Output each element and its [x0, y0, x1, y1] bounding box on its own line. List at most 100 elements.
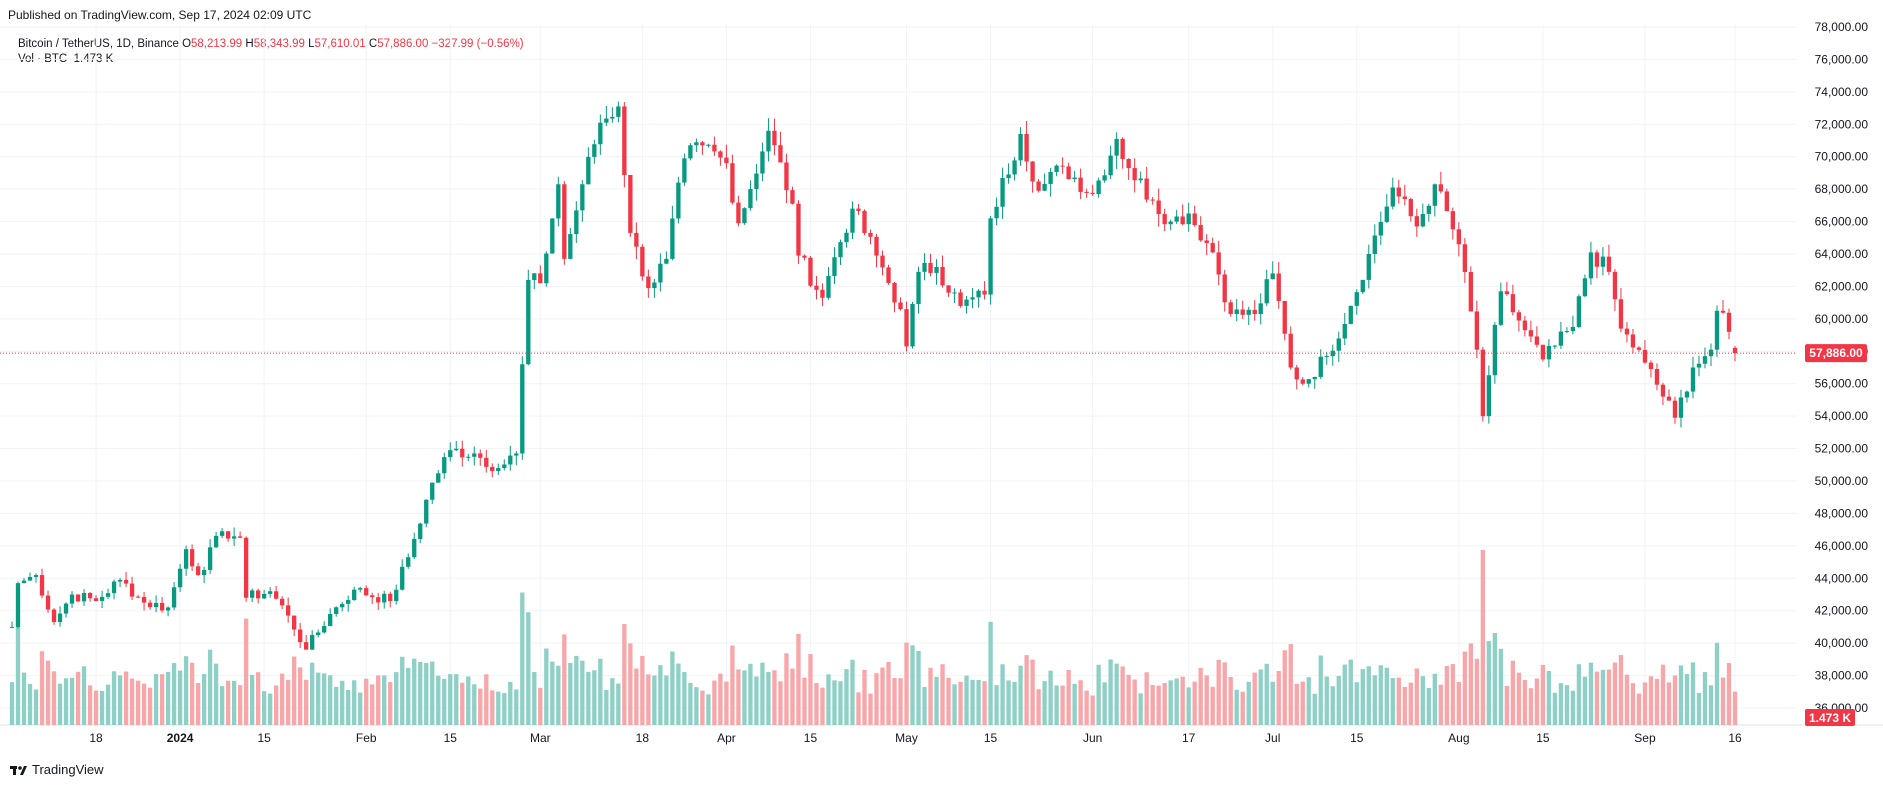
- candle: [1528, 330, 1534, 337]
- volume-bar: [340, 680, 345, 725]
- volume-bar: [1522, 679, 1528, 725]
- volume-bar: [1696, 692, 1702, 725]
- candle: [868, 232, 873, 237]
- volume-bar: [826, 674, 831, 725]
- candle: [1138, 178, 1143, 181]
- candle: [526, 279, 531, 365]
- volume-bar: [1594, 671, 1600, 725]
- candle: [99, 596, 105, 601]
- symbol-label[interactable]: Bitcoin / TetherUS, 1D, Binance: [18, 38, 179, 50]
- candle: [111, 581, 117, 594]
- candle: [1660, 384, 1666, 397]
- volume-bar: [376, 675, 381, 725]
- candle: [1696, 363, 1702, 368]
- price-tick-label: 68,000.00: [1815, 182, 1869, 196]
- volume-bar: [634, 668, 639, 725]
- volume-bar: [1282, 650, 1287, 725]
- candle: [520, 364, 525, 454]
- volume-bar: [610, 678, 615, 725]
- volume-bar: [1246, 681, 1251, 725]
- volume-bar: [898, 678, 903, 725]
- candle: [682, 158, 687, 183]
- candle: [1336, 338, 1341, 351]
- last-volume-label: 1.473 K: [1805, 709, 1855, 726]
- candle: [1078, 177, 1083, 192]
- volume-bar: [514, 689, 519, 725]
- candle: [1102, 175, 1107, 181]
- volume-bar: [370, 684, 375, 725]
- volume-bar: [1678, 665, 1684, 725]
- candle: [364, 588, 369, 596]
- candle: [1234, 309, 1239, 314]
- volume-bar: [862, 669, 867, 725]
- volume-bar: [682, 671, 687, 725]
- price-tick-label: 40,000.00: [1815, 636, 1869, 650]
- volume-bar: [45, 660, 51, 725]
- volume-bar: [1012, 681, 1017, 725]
- candle: [33, 575, 39, 577]
- candle: [550, 218, 555, 254]
- candle: [21, 580, 27, 584]
- candle: [1588, 252, 1594, 279]
- volume-bar: [1510, 660, 1516, 725]
- volume-bar: [382, 675, 387, 725]
- candle: [129, 583, 135, 597]
- volume-bar: [1708, 685, 1714, 725]
- candle: [135, 596, 141, 598]
- candle: [93, 598, 99, 601]
- volume-bar: [81, 666, 87, 725]
- candle: [1276, 273, 1281, 301]
- candle: [1024, 134, 1029, 162]
- volume-bar: [472, 684, 477, 725]
- candle: [231, 536, 237, 539]
- candle: [316, 632, 321, 636]
- volume-bar: [9, 682, 15, 725]
- volume-bar: [1384, 667, 1389, 725]
- tradingview-footer[interactable]: TradingView: [10, 762, 104, 777]
- open-value: 58,213.99: [191, 38, 243, 50]
- candle: [604, 118, 609, 123]
- volume-bar: [922, 686, 927, 725]
- volume-bar: [448, 674, 453, 725]
- candle: [1366, 254, 1371, 280]
- volume-bar: [1468, 643, 1474, 725]
- candle: [1618, 299, 1624, 329]
- candle: [207, 547, 213, 570]
- time-tick-label: 18: [636, 731, 650, 745]
- candle: [808, 257, 813, 286]
- price-tick-label: 74,000.00: [1815, 85, 1869, 99]
- volume-bar: [1618, 654, 1624, 725]
- volume-bar: [970, 679, 975, 725]
- volume-bar: [400, 656, 405, 725]
- candle: [952, 292, 957, 294]
- candle: [892, 282, 897, 303]
- price-tick-label: 72,000.00: [1815, 117, 1869, 131]
- volume-bar: [550, 661, 555, 725]
- volume-bar: [1342, 664, 1347, 725]
- volume-bar: [1390, 677, 1395, 725]
- volume-bar: [976, 679, 981, 725]
- candle: [580, 184, 585, 211]
- volume-bar: [1330, 686, 1335, 725]
- candle: [189, 549, 195, 567]
- volume-bar: [478, 688, 483, 725]
- price-axis: 36,000.0038,000.0040,000.0042,000.0044,0…: [1815, 20, 1869, 715]
- candle: [430, 482, 435, 500]
- candle: [1714, 310, 1720, 350]
- volume-bar: [1636, 693, 1642, 725]
- volume-bar: [562, 634, 567, 725]
- volume-bar: [63, 678, 69, 725]
- volume-bar: [748, 663, 753, 725]
- candle: [225, 531, 231, 539]
- volume-bar: [1210, 686, 1215, 725]
- volume-bar: [1174, 678, 1179, 725]
- volume-bar: [814, 682, 819, 725]
- candle: [1114, 138, 1119, 156]
- volume-bar: [712, 680, 717, 725]
- price-tick-label: 60,000.00: [1815, 312, 1869, 326]
- candle: [322, 626, 327, 633]
- volume-bar: [760, 662, 765, 725]
- time-tick-label: Jun: [1083, 731, 1102, 745]
- volume-bar: [526, 612, 531, 725]
